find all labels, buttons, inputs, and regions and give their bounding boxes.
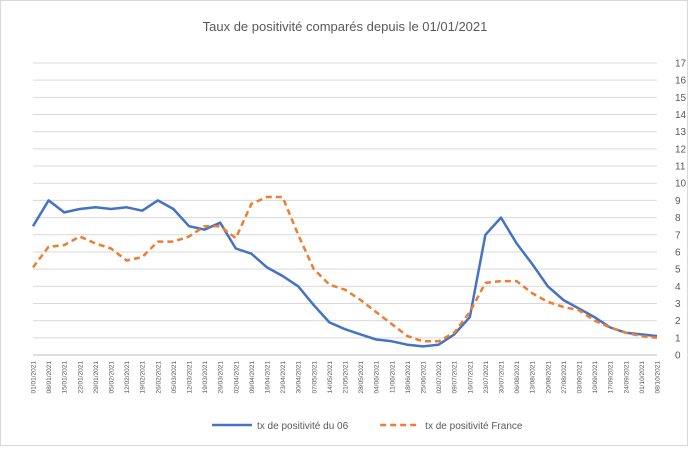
- y-tick-label: 0: [675, 351, 681, 362]
- x-tick-label: 14/05/2021: [327, 361, 334, 394]
- x-tick-label: 26/02/2021: [155, 361, 162, 394]
- x-tick-label: 11/06/2021: [389, 361, 396, 393]
- y-tick-label: 13: [675, 127, 687, 138]
- y-tick-label: 2: [675, 316, 681, 327]
- x-tick-label: 05/03/2021: [171, 361, 178, 394]
- y-tick-label: 15: [675, 93, 687, 104]
- x-tick-label: 28/05/2021: [358, 361, 365, 394]
- x-tick-label: 17/09/2021: [608, 361, 615, 394]
- x-tick-label: 19/02/2021: [140, 361, 147, 394]
- x-tick-label: 19/03/2021: [202, 361, 209, 394]
- x-tick-label: 23/07/2021: [483, 361, 490, 394]
- x-tick-label: 02/07/2021: [436, 361, 443, 394]
- x-tick-label: 08/01/2021: [46, 361, 53, 394]
- x-tick-label: 12/03/2021: [187, 361, 194, 394]
- x-tick-label: 27/08/2021: [561, 361, 568, 394]
- x-tick-label: 07/05/2021: [311, 361, 318, 394]
- x-tick-label: 16/04/2021: [265, 361, 272, 394]
- x-tick-label: 01/10/2021: [639, 361, 646, 394]
- x-tick-label: 01/01/2021: [31, 361, 38, 394]
- y-tick-label: 6: [675, 247, 681, 258]
- series-line: [31, 199, 658, 348]
- x-tick-label: 09/07/2021: [452, 361, 459, 394]
- x-tick-label: 23/04/2021: [280, 361, 287, 394]
- series-line: [32, 195, 658, 343]
- x-tick-label: 21/05/2021: [343, 361, 350, 394]
- x-tick-label: 12/02/2021: [124, 361, 131, 394]
- x-tick-label: 09/04/2021: [249, 361, 256, 394]
- x-tick-label: 10/09/2021: [592, 361, 599, 394]
- legend-label: tx de positivité du 06: [257, 421, 349, 432]
- x-tick-label: 02/04/2021: [233, 361, 240, 394]
- y-tick-label: 14: [675, 110, 687, 121]
- x-tick-label: 30/07/2021: [499, 361, 506, 394]
- y-tick-label: 17: [675, 59, 687, 70]
- y-tick-label: 5: [675, 265, 681, 276]
- y-tick-label: 10: [675, 179, 687, 190]
- x-tick-label: 15/01/2021: [62, 361, 69, 394]
- y-tick-label: 4: [675, 282, 681, 293]
- x-tick-label: 25/06/2021: [421, 361, 428, 394]
- y-tick-label: 3: [675, 299, 681, 310]
- x-tick-label: 08/10/2021: [655, 361, 662, 394]
- x-tick-label: 04/06/2021: [374, 361, 381, 394]
- legend-label: tx de positivité France: [425, 421, 523, 432]
- y-tick-label: 7: [675, 230, 681, 241]
- y-tick-label: 11: [675, 162, 686, 173]
- x-tick-label: 06/08/2021: [514, 361, 521, 394]
- x-tick-label: 26/03/2021: [218, 361, 225, 394]
- x-tick-label: 29/01/2021: [93, 361, 100, 394]
- x-tick-label: 16/07/2021: [467, 361, 474, 394]
- x-tick-label: 03/09/2021: [577, 361, 584, 394]
- x-tick-label: 22/01/2021: [77, 361, 84, 394]
- y-tick-label: 1: [675, 333, 681, 344]
- y-tick-label: 12: [675, 144, 687, 155]
- y-tick-label: 8: [675, 213, 681, 224]
- x-tick-label: 20/08/2021: [545, 361, 552, 394]
- y-tick-label: 9: [675, 196, 681, 207]
- x-tick-label: 30/04/2021: [296, 361, 303, 394]
- chart-title: Taux de positivité comparés depuis le 01…: [203, 19, 488, 34]
- y-tick-label: 16: [675, 76, 687, 87]
- x-tick-label: 13/08/2021: [530, 361, 537, 394]
- x-tick-label: 18/06/2021: [405, 361, 412, 394]
- x-tick-label: 24/09/2021: [623, 361, 630, 394]
- x-tick-label: 05/02/2021: [109, 361, 116, 394]
